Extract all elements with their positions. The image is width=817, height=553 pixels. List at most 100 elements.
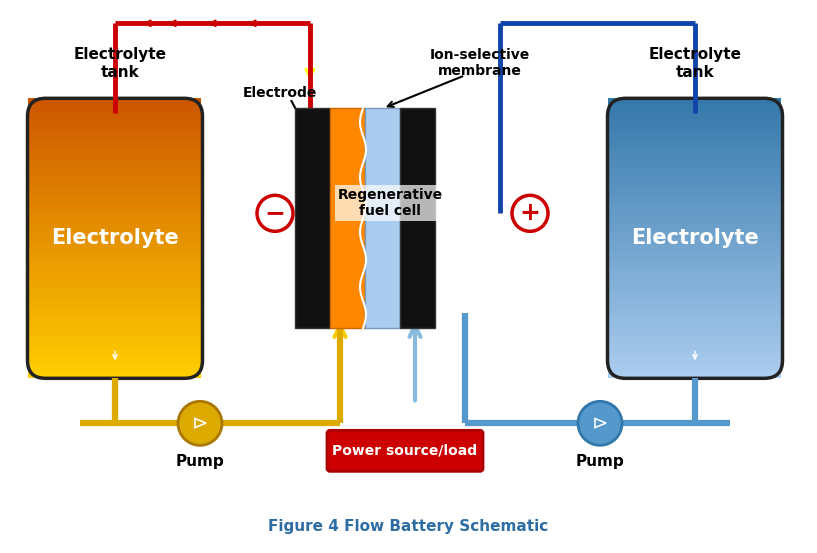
Bar [330,108,365,328]
Bar [609,168,782,175]
Bar [609,371,782,378]
Bar [609,182,782,189]
Bar [609,350,782,357]
Bar [609,105,782,112]
Bar [609,308,782,315]
Bar [295,108,330,328]
Bar [29,168,202,175]
Text: Pump: Pump [576,454,624,469]
Bar [609,189,782,196]
Bar [29,112,202,119]
Bar [29,259,202,267]
Bar [609,294,782,301]
Bar [29,287,202,294]
Bar [29,231,202,238]
Bar [609,259,782,267]
Text: Pump: Pump [176,454,225,469]
Bar [29,357,202,364]
Bar [609,245,782,252]
Bar [29,343,202,350]
Bar [29,280,202,288]
Bar [609,175,782,182]
Bar [29,196,202,204]
FancyBboxPatch shape [327,430,483,471]
Bar [29,350,202,357]
Bar [29,126,202,133]
Bar [609,203,782,210]
Bar [609,238,782,246]
Text: Regenerative
fuel cell: Regenerative fuel cell [337,188,443,218]
Text: Electrolyte
tank: Electrolyte tank [74,47,167,80]
Bar [29,210,202,217]
Text: Figure 4 Flow Battery Schematic: Figure 4 Flow Battery Schematic [268,519,549,534]
Text: Electrode: Electrode [243,86,317,100]
Bar [609,196,782,204]
Text: ⊳: ⊳ [192,414,208,433]
Bar [609,140,782,147]
Bar [29,105,202,112]
Bar [609,119,782,126]
Bar [29,98,202,105]
Bar [29,175,202,182]
Text: −: − [265,201,285,225]
Bar [609,224,782,231]
Bar [29,140,202,147]
Text: Electrolyte: Electrolyte [51,228,179,248]
Bar [29,238,202,246]
Bar [29,224,202,231]
Bar [609,161,782,168]
Bar [29,119,202,126]
Bar [609,315,782,322]
Bar [29,252,202,259]
Bar [29,147,202,154]
Circle shape [578,401,622,445]
Circle shape [512,195,548,231]
Bar [609,266,782,273]
Bar [609,112,782,119]
Bar [609,336,782,343]
Bar [29,154,202,161]
Bar [29,294,202,301]
Text: Electrolyte
tank: Electrolyte tank [649,47,742,80]
Text: Electrolyte: Electrolyte [631,228,759,248]
Text: Power source/load: Power source/load [333,444,478,457]
Bar [29,217,202,225]
Bar [609,217,782,225]
Bar [29,133,202,140]
Bar [609,147,782,154]
Bar [29,182,202,189]
Bar [609,210,782,217]
Bar [609,364,782,371]
Bar [609,273,782,280]
Bar [29,245,202,252]
Bar [29,266,202,273]
Bar [29,315,202,322]
Bar [609,343,782,350]
Circle shape [178,401,222,445]
Bar [29,301,202,309]
Circle shape [257,195,293,231]
Bar [365,108,400,328]
Text: +: + [520,201,540,225]
Text: Ion-selective
membrane: Ion-selective membrane [430,48,530,79]
Bar [609,280,782,288]
Bar [609,287,782,294]
Bar [29,203,202,210]
Bar [609,329,782,336]
Bar [609,133,782,140]
Bar [609,231,782,238]
Bar [29,371,202,378]
Bar [609,252,782,259]
Bar [29,189,202,196]
Bar [29,336,202,343]
Bar [29,329,202,336]
Bar [609,126,782,133]
Bar [400,108,435,328]
Bar [29,308,202,315]
Bar [609,301,782,309]
Bar [609,98,782,105]
Bar [609,154,782,161]
Bar [29,364,202,371]
Bar [29,161,202,168]
Bar [609,322,782,330]
